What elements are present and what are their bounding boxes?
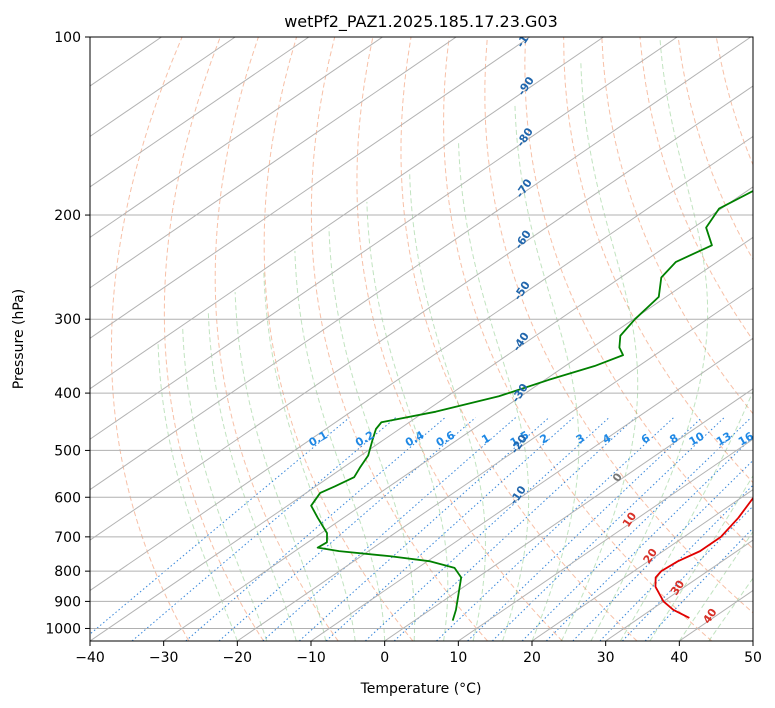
moist-adiabat [561,61,639,641]
isotherm-line [90,37,310,188]
moist-adiabat [157,343,238,641]
x-tick-label: 30 [597,650,615,666]
isotherm-line [90,85,753,541]
y-tick-label: 600 [54,490,81,506]
x-tick-label: 0 [380,650,389,666]
isotherm-line [90,186,753,641]
mixing-ratio-line [491,417,725,641]
x-tick-label: −10 [296,650,326,666]
isotherm-line [90,37,457,289]
y-tick-label: 700 [54,530,81,546]
moist-adiabat [649,474,753,641]
y-tick-label: 400 [54,386,81,402]
x-tick-label: −20 [223,650,253,666]
y-tick-label: 200 [54,208,81,224]
x-tick-label: 50 [744,650,762,666]
mixing-ratio-line [644,527,753,641]
mixing-ratio-line [572,459,753,641]
y-tick-label: 100 [54,30,81,46]
x-tick-label: 20 [523,650,541,666]
mixing-ratio-line [521,417,752,641]
isotherm-line [90,135,753,592]
isotherm-line [90,37,752,491]
mixing-ratio-line [621,505,753,641]
mixing-ratio-line [185,417,446,641]
profile-series [310,189,753,621]
moist-adiabat [328,227,416,641]
moist-adiabat [263,272,356,641]
moist-adiabat [514,104,580,641]
x-axis-label: Temperature (°C) [360,681,482,697]
temperature-profile-line [654,496,753,619]
dry-adiabat [443,37,713,641]
dewpoint-profile-line [310,189,753,621]
isotherm-line [90,37,383,238]
mixing-ratio-line [131,417,397,641]
x-tick-label: 40 [670,650,688,666]
mixing-ratio-line [545,436,753,641]
isotherm-line [310,337,753,641]
plot-area [90,37,753,641]
isotherm-line [163,236,753,641]
mixing-ratio-line [325,417,574,641]
mixing-ratio-lines [90,417,753,641]
mixing-ratio-line [599,484,753,641]
y-tick-label: 900 [54,594,81,610]
mixing-ratio-line [90,417,350,635]
dry-adiabat [400,37,638,641]
plot-frame [89,36,754,642]
y-tick-label: 500 [54,443,81,459]
isotherm-line [90,37,678,440]
isotherm-line [90,37,604,390]
y-axis-ticks: 1000 900 800 700 600 500 400 300 200 100 [45,30,90,637]
moist-adiabat [619,389,753,641]
moist-adiabat [366,201,449,641]
isotherm-line [384,388,753,641]
dry-adiabat [484,37,753,614]
isotherm-line [458,438,753,641]
isotherm-line [237,287,753,641]
moist-adiabat [708,577,753,641]
mixing-ratio-line [393,417,636,641]
moist-adiabat [294,250,386,641]
dry-adiabats [110,37,753,641]
isotherm-line [90,37,531,339]
x-tick-label: −40 [75,650,105,666]
dry-adiabat [639,37,753,342]
moist-adiabat [590,37,709,641]
x-axis-ticks: −40 −30 −20 −10 0 10 20 30 40 50 [75,641,762,666]
moist-adiabat [678,530,753,641]
dry-adiabat [601,37,753,415]
dry-adiabat [163,37,264,641]
x-tick-label: 10 [449,650,467,666]
mixing-ratio-label: 16 [736,429,756,448]
x-tick-label: −30 [149,650,179,666]
isobar-gridlines [90,37,753,629]
dry-adiabat [263,37,414,641]
y-tick-label: 1000 [45,621,81,637]
y-axis-label: Pressure (hPa) [11,289,27,389]
y-tick-label: 300 [54,312,81,328]
chart-title: wetPf2_PAZ1.2025.185.17.23.G03 [284,12,558,32]
y-tick-label: 800 [54,564,81,580]
dry-adiabat [524,37,753,550]
isotherm-line [531,489,753,641]
dry-adiabat [356,37,563,641]
moist-adiabat [409,173,486,641]
dry-adiabat [214,37,339,641]
